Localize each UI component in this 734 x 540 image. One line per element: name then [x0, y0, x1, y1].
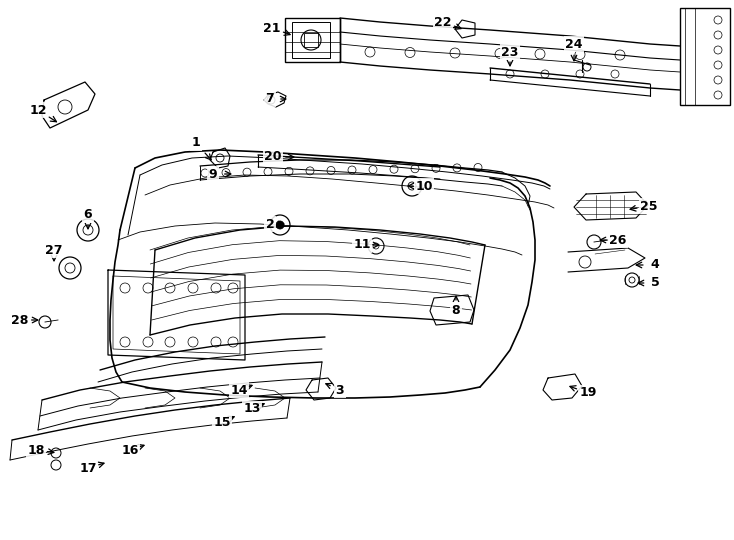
Text: 21: 21: [264, 22, 280, 35]
Text: 5: 5: [650, 276, 659, 289]
Text: 15: 15: [214, 415, 230, 429]
Circle shape: [276, 221, 284, 229]
Text: 8: 8: [451, 303, 460, 316]
Text: 18: 18: [27, 443, 45, 456]
Text: 26: 26: [609, 233, 627, 246]
Text: 2: 2: [266, 218, 275, 231]
Text: 22: 22: [435, 16, 451, 29]
Text: 23: 23: [501, 45, 519, 58]
Text: 13: 13: [243, 402, 261, 415]
Text: 6: 6: [84, 208, 92, 221]
Text: 12: 12: [29, 104, 47, 117]
Text: 11: 11: [353, 239, 371, 252]
Text: 19: 19: [579, 387, 597, 400]
Text: 1: 1: [192, 137, 200, 150]
Text: 7: 7: [266, 92, 275, 105]
Text: 9: 9: [208, 167, 217, 180]
Text: 20: 20: [264, 151, 282, 164]
Text: 14: 14: [230, 383, 248, 396]
Text: 24: 24: [565, 37, 583, 51]
Text: 17: 17: [79, 462, 97, 475]
Text: 16: 16: [121, 443, 139, 456]
Text: 27: 27: [46, 244, 62, 256]
Text: 25: 25: [640, 199, 658, 213]
Text: 10: 10: [415, 179, 433, 192]
Text: 3: 3: [335, 383, 344, 396]
Text: 28: 28: [11, 314, 29, 327]
Text: 4: 4: [650, 259, 659, 272]
